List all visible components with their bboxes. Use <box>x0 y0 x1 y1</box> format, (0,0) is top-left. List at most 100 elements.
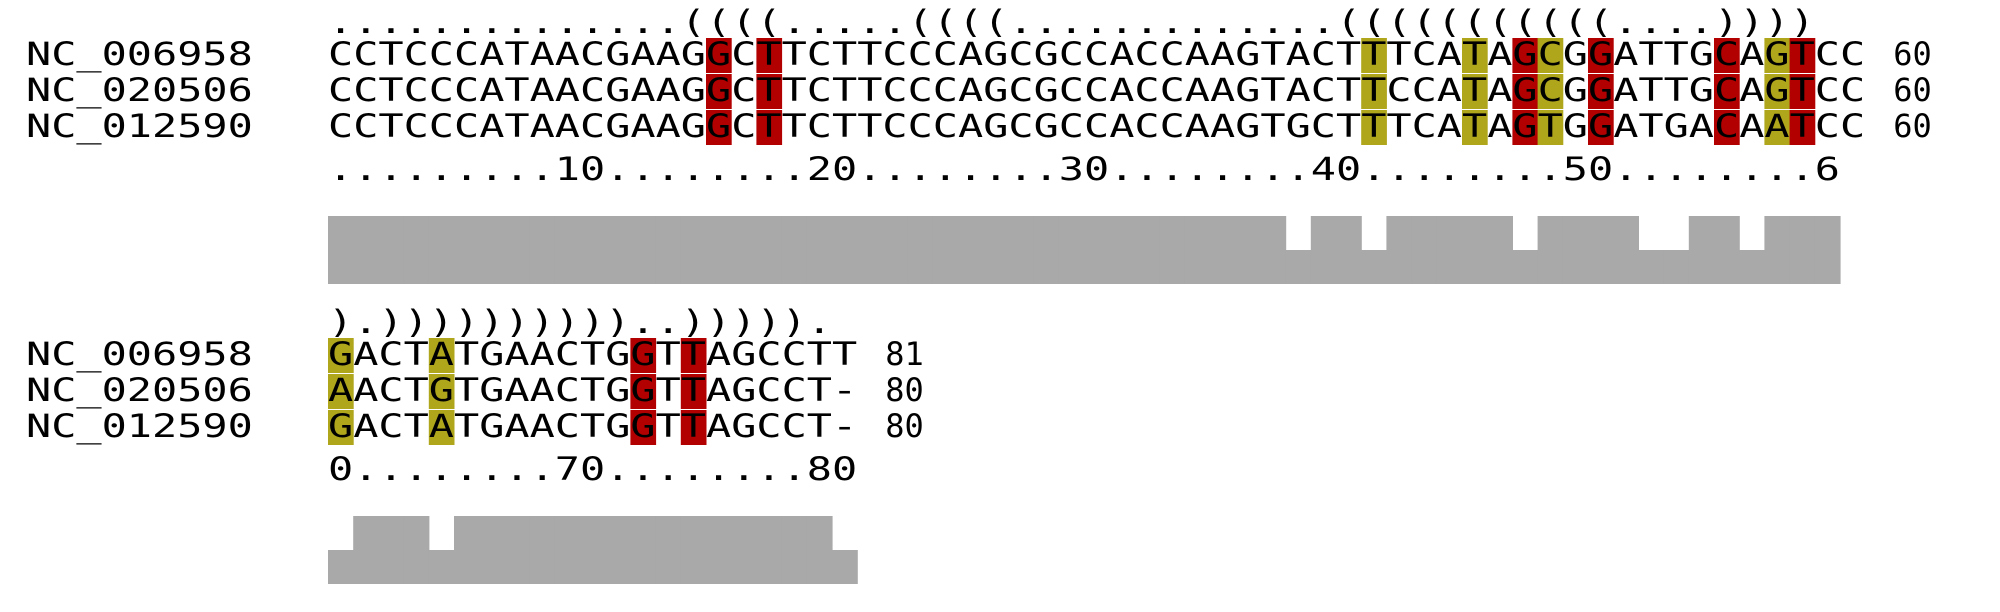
pair-highlight <box>756 74 783 109</box>
conservation-bar <box>554 516 581 584</box>
sequence-name: NC_006958 <box>26 335 253 373</box>
pair-highlight <box>1512 38 1539 73</box>
conservation-bar <box>1411 216 1438 284</box>
conservation-bar <box>1487 216 1513 284</box>
conservation-bar <box>1310 216 1337 284</box>
conservation-bar <box>731 516 757 584</box>
pair-highlight <box>706 110 732 145</box>
alignment-block-2: ).))))))))))..))))). NC_006958 GACTATGAACT… <box>26 303 924 584</box>
pair-highlight <box>1764 74 1791 109</box>
pair-highlight <box>1512 74 1539 109</box>
conservation-bar <box>479 216 505 284</box>
conservation-bar <box>832 216 858 284</box>
conservation-bar <box>353 516 379 584</box>
pair-highlight <box>756 38 783 73</box>
conservation-bar <box>781 216 808 284</box>
pair-highlight <box>1714 74 1740 109</box>
sequence-end-position: 80 <box>885 371 924 409</box>
conservation-bar <box>655 516 682 584</box>
conservation-bar <box>1562 216 1589 284</box>
conservation-bar <box>1159 216 1186 284</box>
sequence-text: CCTCCCATAACGAAGGCTTCTTCCCAGCGCCACCAAGTGC… <box>328 107 1865 145</box>
conservation-bar <box>328 216 354 284</box>
sequence-text: GACTATGAACTGGTTAGCCTT <box>328 335 857 373</box>
conservation-bar <box>756 216 783 284</box>
structure-line: ..............((((.....((((.............… <box>328 3 1815 41</box>
pair-highlight <box>1789 74 1816 109</box>
conservation-bar <box>1336 216 1362 284</box>
sequence-end-position: 60 <box>1893 107 1932 145</box>
pair-highlight <box>328 410 354 445</box>
conservation-bar <box>832 550 858 584</box>
conservation-bar <box>1537 216 1564 284</box>
conservation-bar <box>580 216 606 284</box>
sequence-end-position: 80 <box>885 407 924 445</box>
conservation-bar <box>756 516 783 584</box>
conservation-bar <box>1260 216 1287 284</box>
conservation-bar <box>781 516 808 584</box>
alignment-block-1: ..............((((.....((((.............… <box>26 3 1932 284</box>
pair-highlight <box>1361 38 1387 73</box>
conservation-bar <box>554 216 581 284</box>
conservation-bar <box>454 516 480 584</box>
conservation-bar <box>1613 216 1639 284</box>
conservation-bar <box>328 550 354 584</box>
pair-highlight <box>706 38 732 73</box>
pair-highlight <box>1714 110 1740 145</box>
pair-highlight <box>1789 38 1816 73</box>
conservation-bar <box>680 516 707 584</box>
pair-highlight <box>680 410 707 445</box>
conservation-bar <box>680 216 707 284</box>
conservation-bar <box>1663 250 1690 284</box>
position-ruler: .........10........20........30........4… <box>328 150 1840 188</box>
pair-highlight <box>428 374 455 409</box>
conservation-bar <box>706 516 732 584</box>
conservation-bar <box>454 216 480 284</box>
conservation-bar <box>1184 216 1211 284</box>
pair-highlight <box>630 374 657 409</box>
sequence-end-position: 81 <box>885 335 924 373</box>
pair-highlight <box>1764 110 1791 145</box>
conservation-bar <box>479 516 505 584</box>
conservation-bar <box>806 516 833 584</box>
pair-highlight <box>630 338 657 373</box>
conservation-bar <box>630 216 657 284</box>
conservation-bar <box>378 216 405 284</box>
conservation-bar <box>806 216 833 284</box>
conservation-bar <box>1084 216 1110 284</box>
conservation-bar <box>1134 216 1161 284</box>
conservation-bar <box>1033 216 1060 284</box>
pair-highlight <box>1764 38 1791 73</box>
conservation-bar <box>1285 250 1312 284</box>
pair-highlight <box>680 338 707 373</box>
sequence-text: CCTCCCATAACGAAGGCTTCTTCCCAGCGCCACCAAGTAC… <box>328 71 1865 109</box>
pair-highlight <box>1588 74 1614 109</box>
pair-highlight <box>680 374 707 409</box>
conservation-bar <box>630 516 657 584</box>
structure-line: ).))))))))))..))))). <box>328 303 832 341</box>
conservation-bar <box>1789 216 1816 284</box>
sequence-name: NC_006958 <box>26 35 253 73</box>
pair-highlight <box>1462 74 1488 109</box>
conservation-bar <box>353 216 379 284</box>
conservation-bar <box>706 216 732 284</box>
pair-highlight <box>1537 110 1564 145</box>
conservation-bar <box>1764 216 1791 284</box>
sequence-name: NC_012590 <box>26 407 253 445</box>
conservation-bar <box>605 516 631 584</box>
sequence-end-position: 60 <box>1893 35 1932 73</box>
conservation-bar <box>1235 216 1261 284</box>
pair-highlight <box>706 74 732 109</box>
pair-highlight <box>328 374 354 409</box>
sequence-end-position: 60 <box>1893 71 1932 109</box>
sequence-name: NC_020506 <box>26 71 253 109</box>
pair-highlight <box>1714 38 1740 73</box>
pair-highlight <box>1588 38 1614 73</box>
pair-highlight <box>1361 74 1387 109</box>
conservation-bar <box>1210 216 1236 284</box>
conservation-bar <box>1688 216 1715 284</box>
conservation-bar <box>403 516 430 584</box>
conservation-bar <box>378 516 405 584</box>
sequence-name: NC_020506 <box>26 371 253 409</box>
